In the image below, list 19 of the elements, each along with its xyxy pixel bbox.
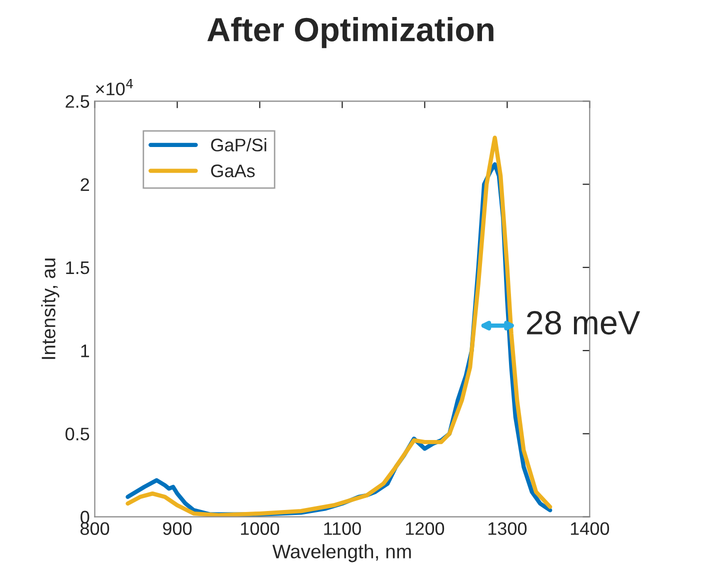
x-tick-label: 1200 [406, 522, 444, 535]
legend-label: GaP/Si [211, 138, 266, 152]
x-axis-title: Wavelength, nm [272, 544, 411, 562]
y-tick-label: 2 [80, 178, 90, 191]
annotation: 28 meV [527, 310, 640, 335]
x-tick-label: 1100 [324, 522, 361, 535]
legend-label: GaAs [211, 164, 255, 178]
y-axis-title: Intensity, au [41, 258, 60, 359]
x-tick-label: 1400 [570, 522, 610, 535]
y-tick-label: 1.5 [66, 262, 90, 274]
x-tick-label: 800 [80, 522, 110, 535]
x-tick-label: 900 [163, 522, 192, 535]
y-tick-label: 1 [81, 344, 90, 358]
y-tick-label: 0.5 [66, 428, 90, 440]
y-tick-label: 2.5 [66, 95, 90, 108]
chart-title: After Optimization [207, 17, 494, 48]
x-tick-label: 1300 [488, 522, 527, 535]
x-tick-label: 1000 [241, 522, 280, 535]
text: ×10$^{4}$ [96, 79, 133, 96]
